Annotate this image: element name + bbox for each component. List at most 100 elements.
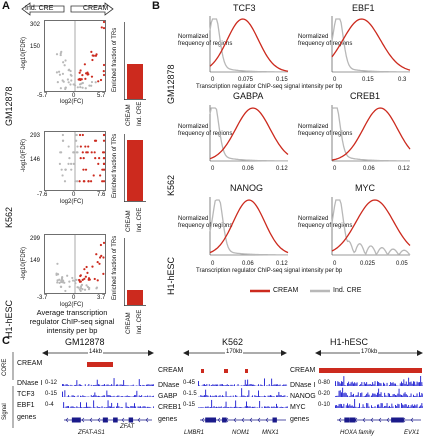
signal-bar bbox=[342, 387, 344, 397]
gene-nom1: NOM1 bbox=[232, 430, 250, 436]
signal-bar bbox=[141, 395, 143, 397]
signal-bar bbox=[112, 385, 114, 386]
signal-bar bbox=[81, 396, 83, 397]
signal-bar bbox=[348, 381, 350, 386]
bar-xlabel-ind-1: Ind. CRE bbox=[137, 101, 143, 126]
signal-bar bbox=[393, 393, 395, 397]
point-cream bbox=[79, 69, 82, 72]
signal-bar bbox=[359, 403, 360, 408]
volcano-points-k562 bbox=[58, 132, 106, 190]
signal-bar bbox=[231, 407, 233, 408]
point-ind bbox=[56, 281, 59, 284]
signal-bar bbox=[354, 382, 356, 386]
signal-bar bbox=[256, 396, 258, 397]
signal-bar bbox=[339, 403, 341, 408]
signal-bar bbox=[143, 385, 145, 386]
signal-bar bbox=[345, 405, 347, 408]
signal-bar bbox=[283, 384, 285, 386]
signal-bar bbox=[111, 402, 113, 408]
b-ylabel-6: Normalized frequency of regions bbox=[298, 216, 352, 230]
track-name-gm-2: TCF3 bbox=[17, 391, 35, 398]
signal-bar bbox=[396, 395, 398, 397]
signal-bar bbox=[372, 407, 374, 408]
signal-bar bbox=[210, 395, 211, 397]
point-cream bbox=[97, 80, 100, 83]
signal-bar bbox=[355, 406, 357, 408]
point-ind bbox=[75, 278, 78, 281]
signal-bar bbox=[74, 395, 75, 397]
panel-a-footer: Average transcription regulator ChIP-seq… bbox=[29, 308, 115, 335]
signal-bar bbox=[142, 406, 144, 408]
density-plot-myc bbox=[331, 197, 411, 256]
tick-tcf3-2: 0.15 bbox=[276, 77, 288, 83]
signal-bar bbox=[246, 401, 247, 408]
point-ind bbox=[90, 80, 94, 84]
signal-bar bbox=[401, 394, 402, 397]
point-ind bbox=[71, 276, 74, 280]
bar-xlabel-cream-3: CREAM bbox=[126, 312, 132, 334]
signal-bar bbox=[128, 406, 129, 408]
strand-arrow bbox=[249, 417, 253, 423]
signal-bar bbox=[86, 402, 87, 408]
signal-bar bbox=[108, 385, 110, 386]
signal-bar bbox=[220, 384, 222, 386]
signal-bar bbox=[102, 384, 104, 386]
xmin-volcano-1: -5.7 bbox=[37, 93, 48, 99]
point-ind bbox=[75, 133, 78, 137]
signal-bar bbox=[99, 407, 101, 408]
signal-bar bbox=[138, 395, 140, 397]
signal-bar bbox=[147, 406, 149, 408]
gene-lmbr1: LMBR1 bbox=[184, 430, 205, 436]
exon-block bbox=[113, 417, 118, 423]
signal-bar bbox=[404, 404, 406, 408]
signal-bar bbox=[72, 406, 74, 408]
signal-bar bbox=[377, 404, 378, 408]
signal-bar bbox=[408, 404, 410, 408]
signal-bar bbox=[385, 405, 387, 408]
signal-bar bbox=[230, 384, 232, 386]
point-cream bbox=[102, 256, 105, 259]
tick-ebf1-2: 0.3 bbox=[398, 77, 407, 83]
signal-bar bbox=[136, 385, 138, 386]
panel-letter-b: B bbox=[152, 0, 160, 12]
signal-bar bbox=[256, 407, 258, 408]
signal-bar bbox=[214, 407, 216, 408]
strand-arrow bbox=[97, 417, 101, 423]
signal-bar bbox=[336, 395, 338, 397]
signal-bar bbox=[367, 403, 369, 408]
signal-bar bbox=[218, 395, 220, 397]
signal-bar bbox=[420, 405, 422, 408]
point-cream bbox=[102, 20, 106, 24]
volcano-points-gm12878 bbox=[55, 20, 106, 91]
point-ind bbox=[60, 168, 63, 171]
point-ind bbox=[59, 53, 62, 57]
tick-gabpa-0: 0 bbox=[211, 166, 215, 172]
signal-bar bbox=[389, 384, 390, 386]
point-cream bbox=[86, 271, 89, 274]
ylabel-volcano-2: -log10(FDR) bbox=[21, 138, 27, 172]
signal-bar bbox=[409, 396, 411, 397]
signal-bar bbox=[261, 385, 263, 386]
signal-bar bbox=[94, 392, 96, 397]
signal-bar bbox=[410, 393, 412, 397]
signal-bar bbox=[384, 405, 386, 408]
signal-bar bbox=[410, 405, 412, 408]
signal-bar bbox=[241, 388, 243, 397]
signal-bar bbox=[371, 395, 372, 397]
signal-bar bbox=[282, 396, 283, 397]
xlabel-volcano-1: log2(FC) bbox=[60, 99, 84, 105]
signal-bar bbox=[337, 381, 339, 386]
signal-bar bbox=[125, 395, 127, 397]
track-name-k562-2: GABP bbox=[158, 393, 178, 400]
signal-bar bbox=[402, 395, 404, 397]
point-ind bbox=[81, 287, 84, 291]
arrow-label-ind-cre: Ind. CRE bbox=[25, 5, 54, 12]
signal-bar bbox=[111, 396, 113, 397]
signal-bar bbox=[71, 385, 73, 386]
point-cream bbox=[94, 54, 98, 57]
signal-bar bbox=[336, 405, 338, 408]
signal-bar bbox=[359, 385, 360, 386]
signal-bar bbox=[211, 396, 213, 397]
signal-bar bbox=[214, 395, 216, 397]
point-cream bbox=[95, 253, 98, 256]
